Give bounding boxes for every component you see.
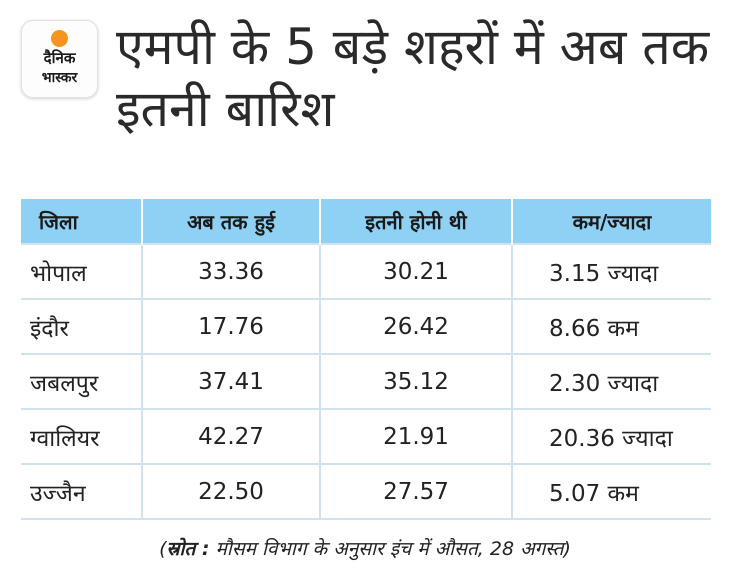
cell-expected: 26.42 bbox=[319, 298, 512, 354]
page-title: एमपी के 5 बड़े शहरों में अब तक इतनी बारि… bbox=[116, 18, 710, 138]
header-difference: कम/ज्यादा bbox=[511, 199, 711, 244]
header-district: जिला bbox=[21, 199, 142, 244]
cell-actual: 17.76 bbox=[141, 298, 320, 354]
source-text: मौसम विभाग के अनुसार इंच में औसत, 28 अगस… bbox=[215, 538, 564, 560]
header-actual: अब तक हुई bbox=[141, 199, 320, 244]
cell-city: जबलपुर bbox=[21, 353, 142, 409]
cell-actual: 33.36 bbox=[141, 243, 320, 299]
cell-actual: 37.41 bbox=[141, 353, 320, 409]
table-row: जबलपुर 37.41 35.12 2.30 ज्यादा bbox=[21, 353, 711, 409]
table-row: उज्जैन 22.50 27.57 5.07 कम bbox=[21, 463, 711, 520]
logo-word-bhaskar: भास्कर bbox=[41, 70, 78, 86]
table-row: भोपाल 33.36 30.21 3.15 ज्यादा bbox=[21, 243, 711, 299]
table-header-row: जिला अब तक हुई इतनी होनी थी कम/ज्यादा bbox=[21, 199, 711, 244]
cell-city: ग्वालियर bbox=[21, 408, 142, 464]
cell-difference: 3.15 ज्यादा bbox=[511, 243, 711, 299]
logo-word-dainik: दैनिक bbox=[43, 49, 76, 67]
sun-icon bbox=[51, 30, 68, 47]
cell-expected: 27.57 bbox=[319, 463, 512, 520]
cell-city: उज्जैन bbox=[21, 463, 142, 520]
cell-actual: 22.50 bbox=[141, 463, 320, 520]
table-row: ग्वालियर 42.27 21.91 20.36 ज्यादा bbox=[21, 408, 711, 464]
cell-difference: 20.36 ज्यादा bbox=[511, 408, 711, 464]
header-expected: इतनी होनी थी bbox=[319, 199, 512, 244]
rainfall-table: जिला अब तक हुई इतनी होनी थी कम/ज्यादा भो… bbox=[21, 199, 711, 520]
cell-expected: 21.91 bbox=[319, 408, 512, 464]
cell-city: भोपाल bbox=[21, 243, 142, 299]
source-label: स्रोत : bbox=[166, 538, 210, 560]
cell-difference: 2.30 ज्यादा bbox=[511, 353, 711, 409]
cell-city: इंदौर bbox=[21, 298, 142, 354]
cell-expected: 35.12 bbox=[319, 353, 512, 409]
cell-expected: 30.21 bbox=[319, 243, 512, 299]
dainik-bhaskar-logo: दैनिक भास्कर bbox=[21, 20, 98, 98]
cell-actual: 42.27 bbox=[141, 408, 320, 464]
cell-difference: 8.66 कम bbox=[511, 298, 711, 354]
cell-difference: 5.07 कम bbox=[511, 463, 711, 520]
source-note: (स्रोत : मौसम विभाग के अनुसार इंच में औस… bbox=[159, 538, 571, 560]
table-row: इंदौर 17.76 26.42 8.66 कम bbox=[21, 298, 711, 354]
